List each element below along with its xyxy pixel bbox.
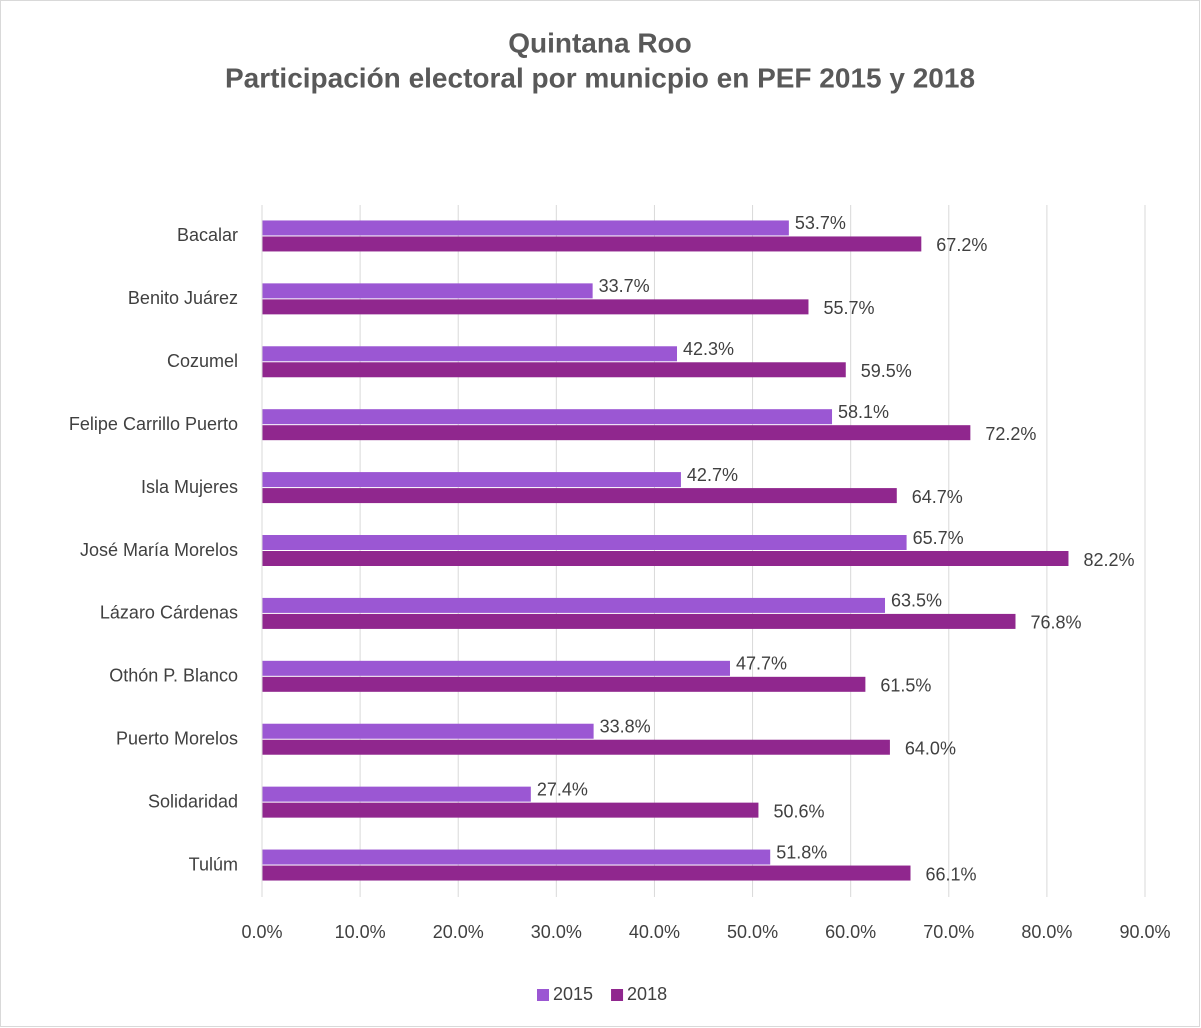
y-tick-label: Bacalar (177, 225, 238, 245)
data-label: 64.0% (905, 738, 956, 758)
legend-label: 2018 (627, 984, 667, 1004)
y-tick-label: Puerto Morelos (116, 728, 238, 748)
data-label: 76.8% (1030, 613, 1081, 633)
legend-swatch (537, 989, 549, 1001)
x-tick-label: 50.0% (727, 922, 778, 942)
bar (262, 346, 678, 362)
data-label: 33.8% (600, 716, 651, 736)
data-label: 59.5% (861, 361, 912, 381)
bar (262, 723, 594, 739)
data-label: 55.7% (823, 298, 874, 318)
y-tick-label: Benito Juárez (128, 288, 238, 308)
bar (262, 362, 846, 378)
data-label: 72.2% (985, 424, 1036, 444)
y-tick-label: Felipe Carrillo Puerto (69, 414, 238, 434)
bar (262, 865, 911, 881)
data-label: 58.1% (838, 402, 889, 422)
x-tick-label: 0.0% (241, 922, 282, 942)
y-tick-label: Isla Mujeres (141, 477, 238, 497)
legend-swatch (611, 989, 624, 1001)
data-label: 42.3% (683, 339, 734, 359)
bar (262, 283, 593, 299)
data-label: 82.2% (1083, 550, 1134, 570)
x-tick-label: 90.0% (1119, 922, 1170, 942)
data-label: 64.7% (912, 487, 963, 507)
data-label: 63.5% (891, 591, 942, 611)
data-label: 51.8% (776, 842, 827, 862)
x-tick-label: 10.0% (335, 922, 386, 942)
x-tick-label: 70.0% (923, 922, 974, 942)
x-tick-label: 30.0% (531, 922, 582, 942)
bar (262, 236, 922, 252)
data-label: 50.6% (773, 801, 824, 821)
x-tick-label: 20.0% (433, 922, 484, 942)
data-label: 66.1% (926, 864, 977, 884)
y-tick-label: José María Morelos (80, 540, 238, 560)
data-label: 53.7% (795, 213, 846, 233)
bar (262, 597, 886, 613)
y-tick-label: Tulúm (189, 854, 238, 874)
data-label: 47.7% (736, 654, 787, 674)
bar (262, 660, 730, 676)
bar (262, 802, 759, 818)
bar (262, 739, 890, 755)
bar (262, 409, 833, 425)
y-tick-label: Lázaro Cárdenas (100, 603, 238, 623)
bar (262, 613, 1016, 629)
y-tick-label: Solidaridad (148, 791, 238, 811)
bar (262, 535, 907, 550)
bar (262, 786, 531, 802)
chart-subtitle: Participación electoral por municpio en … (225, 62, 975, 93)
bar (262, 299, 809, 315)
legend-label: 2015 (553, 984, 593, 1004)
x-tick-label: 60.0% (825, 922, 876, 942)
data-label: 27.4% (537, 779, 588, 799)
bar (262, 676, 866, 692)
y-tick-label: Cozumel (167, 351, 238, 371)
bar (262, 551, 1069, 566)
data-label: 61.5% (880, 676, 931, 696)
data-label: 65.7% (913, 528, 964, 548)
x-tick-label: 80.0% (1021, 922, 1072, 942)
x-tick-label: 40.0% (629, 922, 680, 942)
bar (262, 425, 971, 441)
chart-title: Quintana Roo (508, 27, 692, 58)
bar (262, 220, 789, 236)
bar (262, 488, 897, 504)
data-label: 33.7% (599, 276, 650, 296)
y-tick-label: Othón P. Blanco (109, 666, 238, 686)
data-label: 67.2% (936, 235, 987, 255)
bar (262, 849, 771, 865)
bar (262, 472, 681, 488)
data-label: 42.7% (687, 465, 738, 485)
